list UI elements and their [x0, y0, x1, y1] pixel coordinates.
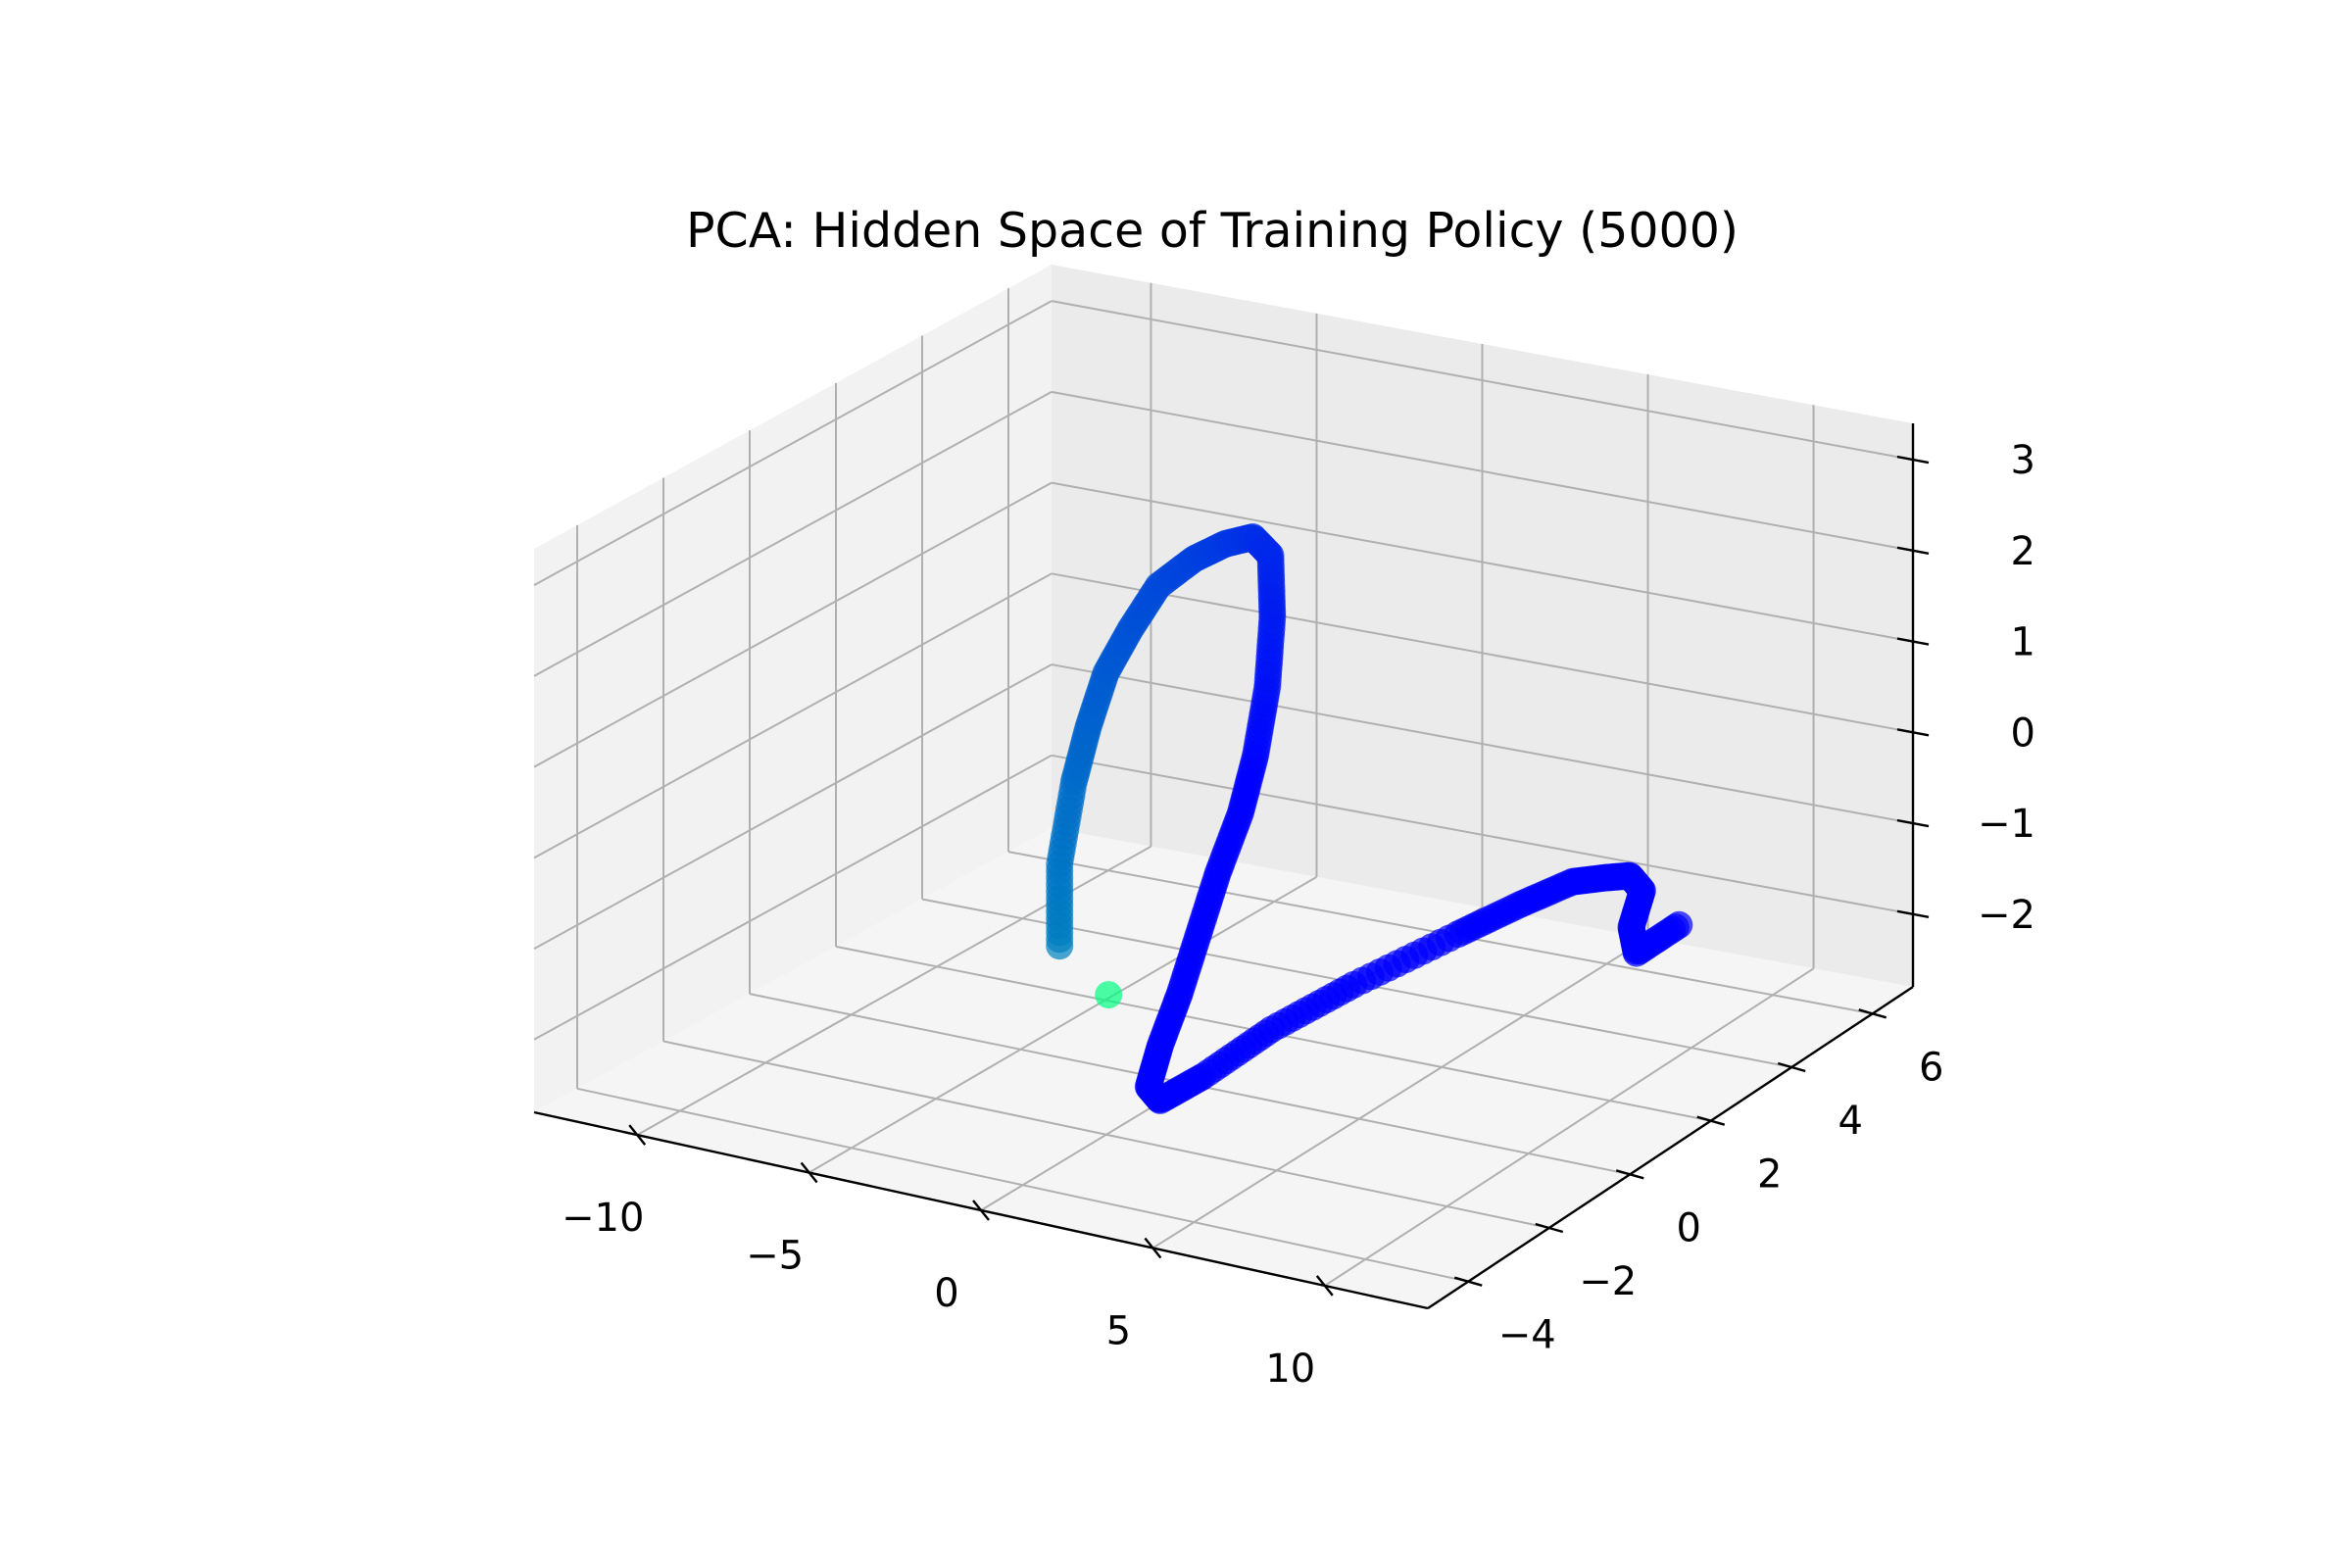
x-tick	[800, 1161, 818, 1184]
y-gridline-floor	[662, 1040, 1549, 1229]
z-gridline-left	[533, 481, 1053, 768]
x-tick	[628, 1124, 647, 1146]
data-point	[1095, 981, 1123, 1009]
y-tick	[1615, 1169, 1644, 1180]
x-gridline-floor	[808, 875, 1317, 1174]
z-gridline-left	[533, 572, 1053, 859]
data-point	[1665, 910, 1693, 939]
z-gridline-left	[533, 754, 1053, 1041]
z-gridline-back	[1051, 663, 1914, 825]
z-tick-label: −1	[1978, 802, 2035, 847]
z-tick-label: 1	[2011, 620, 2035, 665]
tick-marks	[628, 455, 1930, 1297]
z-tick-label: −2	[1978, 893, 2035, 938]
y-tick	[1858, 1008, 1887, 1019]
y-tick-label: 4	[1838, 1099, 1863, 1144]
data-points	[1046, 523, 1693, 1114]
x-tick	[1315, 1275, 1334, 1297]
y-tick	[1777, 1061, 1806, 1073]
x-tick-label: 0	[934, 1271, 958, 1316]
y-tick-label: 0	[1677, 1205, 1701, 1250]
x-gridline-floor	[1324, 967, 1815, 1287]
x-tick-label: −5	[746, 1234, 804, 1279]
x-tick-label: 10	[1265, 1347, 1315, 1392]
y-axis-line	[1427, 985, 1914, 1310]
y-tick	[1535, 1222, 1564, 1234]
z-gridline-back	[1051, 754, 1914, 915]
z-tick	[1896, 728, 1930, 737]
y-gridline-floor	[576, 1087, 1469, 1283]
z-gridline-left	[533, 300, 1053, 586]
y-tick-label: −4	[1498, 1313, 1556, 1358]
x-tick-label: −10	[562, 1196, 644, 1241]
chart-title: PCA: Hidden Space of Training Policy (50…	[686, 203, 1739, 259]
z-tick-label: 2	[2011, 529, 2035, 574]
z-tick-label: 3	[2011, 438, 2035, 483]
y-tick	[1696, 1115, 1726, 1126]
x-tick	[1144, 1237, 1162, 1259]
z-gridline-back	[1051, 390, 1914, 552]
z-tick	[1896, 637, 1930, 646]
x-tick-label: 5	[1106, 1308, 1131, 1353]
z-gridline-back	[1051, 300, 1914, 462]
z-gridline-left	[533, 390, 1053, 677]
z-tick	[1896, 818, 1930, 828]
z-tick	[1896, 455, 1930, 465]
z-tick	[1896, 909, 1930, 918]
z-tick	[1896, 546, 1930, 556]
z-gridline-back	[1051, 572, 1914, 734]
y-tick-label: 2	[1757, 1152, 1782, 1198]
y-tick-label: 6	[1919, 1045, 1943, 1090]
y-tick-label: −2	[1579, 1259, 1637, 1304]
z-tick-label: 0	[2011, 710, 2035, 756]
x-gridline-floor	[1152, 937, 1649, 1250]
z-gridline-left	[533, 663, 1053, 950]
x-tick	[972, 1200, 990, 1221]
z-gridline-back	[1051, 481, 1914, 643]
y-tick	[1453, 1276, 1483, 1287]
